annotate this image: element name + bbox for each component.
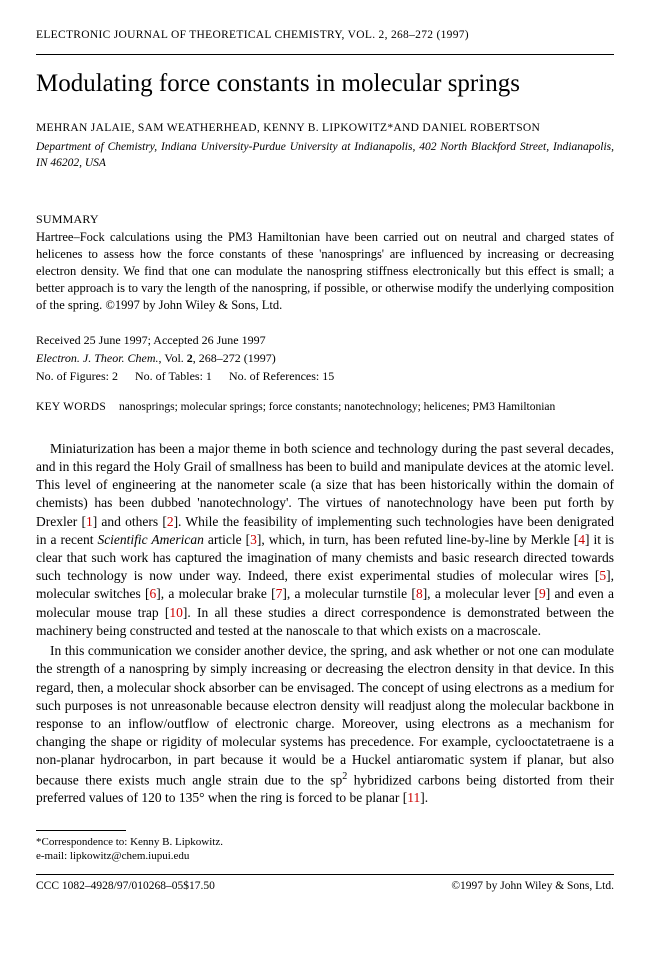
reference-count: No. of References: 15 bbox=[229, 369, 334, 383]
text: article [ bbox=[204, 532, 250, 547]
text: ], which, in turn, has been refuted line… bbox=[257, 532, 578, 547]
text: ] and others [ bbox=[93, 514, 167, 529]
ref-11[interactable]: 11 bbox=[407, 790, 420, 805]
citation-rest-prefix: , Vol. bbox=[159, 351, 187, 365]
paragraph-2: In this communication we consider anothe… bbox=[36, 642, 614, 807]
citation-line: Electron. J. Theor. Chem., Vol. 2, 268–2… bbox=[36, 350, 614, 366]
text: ], a molecular brake [ bbox=[156, 586, 275, 601]
citation-rest-suffix: , 268–272 (1997) bbox=[193, 351, 276, 365]
ref-3[interactable]: 3 bbox=[250, 532, 257, 547]
figure-count: No. of Figures: 2 bbox=[36, 369, 118, 383]
summary-text: Hartree–Fock calculations using the PM3 … bbox=[36, 229, 614, 313]
summary-label: SUMMARY bbox=[36, 211, 614, 227]
top-rule bbox=[36, 54, 614, 55]
footer: CCC 1082–4928/97/010268–05$17.50 ©1997 b… bbox=[36, 879, 614, 895]
table-count: No. of Tables: 1 bbox=[135, 369, 212, 383]
ref-8[interactable]: 8 bbox=[416, 586, 423, 601]
ref-9[interactable]: 9 bbox=[539, 586, 546, 601]
bottom-rule bbox=[36, 874, 614, 875]
text: In this communication we consider anothe… bbox=[36, 643, 614, 787]
keywords: nanosprings; molecular springs; force co… bbox=[119, 401, 555, 413]
affiliation: Department of Chemistry, Indiana Univers… bbox=[36, 140, 614, 171]
text: ]. bbox=[420, 790, 428, 805]
ref-2[interactable]: 2 bbox=[167, 514, 174, 529]
footer-ccc: CCC 1082–4928/97/010268–05$17.50 bbox=[36, 879, 215, 895]
paragraph-1: Miniaturization has been a major theme i… bbox=[36, 440, 614, 640]
keywords-line: KEY WORDS nanosprings; molecular springs… bbox=[36, 400, 614, 416]
ref-1[interactable]: 1 bbox=[86, 514, 93, 529]
footnote-correspondence: *Correspondence to: Kenny B. Lipkowitz. bbox=[36, 835, 614, 850]
ref-10[interactable]: 10 bbox=[169, 605, 183, 620]
counts-line: No. of Figures: 2 No. of Tables: 1 No. o… bbox=[36, 368, 614, 384]
scientific-american: Scientific American bbox=[97, 532, 203, 547]
keywords-label: KEY WORDS bbox=[36, 401, 106, 413]
footer-copyright: ©1997 by John Wiley & Sons, Ltd. bbox=[451, 879, 614, 895]
ref-4[interactable]: 4 bbox=[578, 532, 585, 547]
footnote-email: e-mail: lipkowitz@chem.iupui.edu bbox=[36, 849, 614, 864]
article-title: Modulating force constants in molecular … bbox=[36, 69, 614, 99]
citation-journal: Electron. J. Theor. Chem. bbox=[36, 351, 159, 365]
authors: MEHRAN JALAIE, SAM WEATHERHEAD, KENNY B.… bbox=[36, 121, 614, 137]
journal-header: ELECTRONIC JOURNAL OF THEORETICAL CHEMIS… bbox=[36, 28, 614, 44]
footnote-separator bbox=[36, 830, 126, 831]
received-accepted: Received 25 June 1997; Accepted 26 June … bbox=[36, 332, 614, 348]
text: ], a molecular turnstile [ bbox=[282, 586, 416, 601]
text: ], a molecular lever [ bbox=[423, 586, 539, 601]
